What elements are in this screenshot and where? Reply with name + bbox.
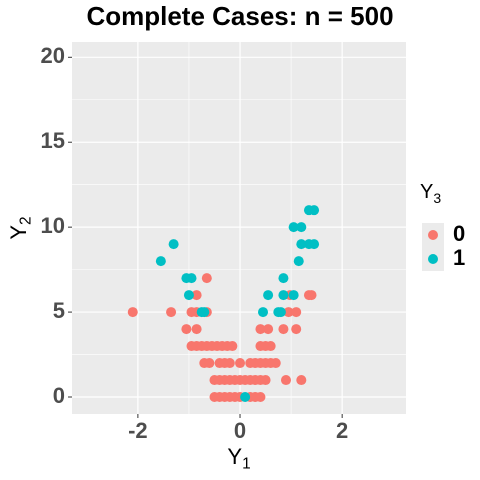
x-tick-label: -2 bbox=[128, 418, 148, 443]
point bbox=[227, 341, 238, 352]
point bbox=[186, 273, 197, 284]
legend-title-main: Y bbox=[420, 181, 433, 203]
point bbox=[288, 290, 299, 301]
point bbox=[235, 358, 246, 369]
y-tick-label: 15 bbox=[41, 128, 65, 153]
x-axis-label-main: Y bbox=[227, 444, 242, 469]
point bbox=[296, 239, 307, 250]
point bbox=[191, 324, 202, 335]
legend-title: Y3 bbox=[420, 181, 441, 205]
point bbox=[224, 358, 235, 369]
point bbox=[283, 307, 294, 318]
point bbox=[255, 392, 266, 403]
point bbox=[155, 256, 166, 267]
point bbox=[309, 205, 320, 216]
point bbox=[181, 324, 192, 335]
point bbox=[199, 307, 210, 318]
point bbox=[306, 290, 317, 301]
y-tick-label: 5 bbox=[53, 298, 65, 323]
point bbox=[296, 222, 307, 233]
point bbox=[263, 324, 274, 335]
point bbox=[270, 358, 281, 369]
legend-marker bbox=[428, 230, 438, 240]
point bbox=[260, 375, 271, 386]
chart-title: Complete Cases: n = 500 bbox=[86, 1, 393, 31]
point bbox=[309, 239, 320, 250]
x-tick-label: 2 bbox=[336, 418, 348, 443]
point bbox=[280, 375, 291, 386]
y-axis-label-sub: 2 bbox=[18, 216, 35, 225]
point bbox=[263, 290, 274, 301]
point bbox=[166, 307, 177, 318]
x-axis-label-sub: 1 bbox=[242, 456, 251, 473]
point bbox=[191, 290, 202, 301]
x-tick-label: 0 bbox=[234, 418, 246, 443]
point bbox=[291, 324, 302, 335]
point bbox=[240, 392, 251, 403]
y-tick-label: 10 bbox=[41, 213, 65, 238]
y-axis-label-main: Y bbox=[6, 225, 31, 240]
point bbox=[291, 307, 302, 318]
legend-title-sub: 3 bbox=[433, 190, 441, 206]
x-axis-label: Y1 bbox=[227, 444, 250, 473]
point bbox=[255, 324, 266, 335]
point bbox=[127, 307, 138, 318]
point bbox=[293, 256, 304, 267]
point bbox=[204, 358, 215, 369]
point bbox=[183, 290, 194, 301]
point bbox=[288, 222, 299, 233]
point bbox=[278, 324, 289, 335]
panel-background bbox=[72, 42, 406, 414]
point bbox=[278, 290, 289, 301]
legend-label: 0 bbox=[453, 221, 465, 246]
point bbox=[201, 273, 212, 284]
y-tick-label: 0 bbox=[53, 383, 65, 408]
point bbox=[258, 307, 269, 318]
point bbox=[168, 239, 179, 250]
point bbox=[275, 307, 286, 318]
y-axis-label: Y2 bbox=[6, 216, 35, 239]
legend-marker bbox=[428, 254, 438, 264]
point bbox=[296, 375, 307, 386]
point bbox=[278, 273, 289, 284]
y-tick-label: 20 bbox=[41, 43, 65, 68]
point bbox=[265, 341, 276, 352]
legend-label: 1 bbox=[453, 245, 465, 270]
